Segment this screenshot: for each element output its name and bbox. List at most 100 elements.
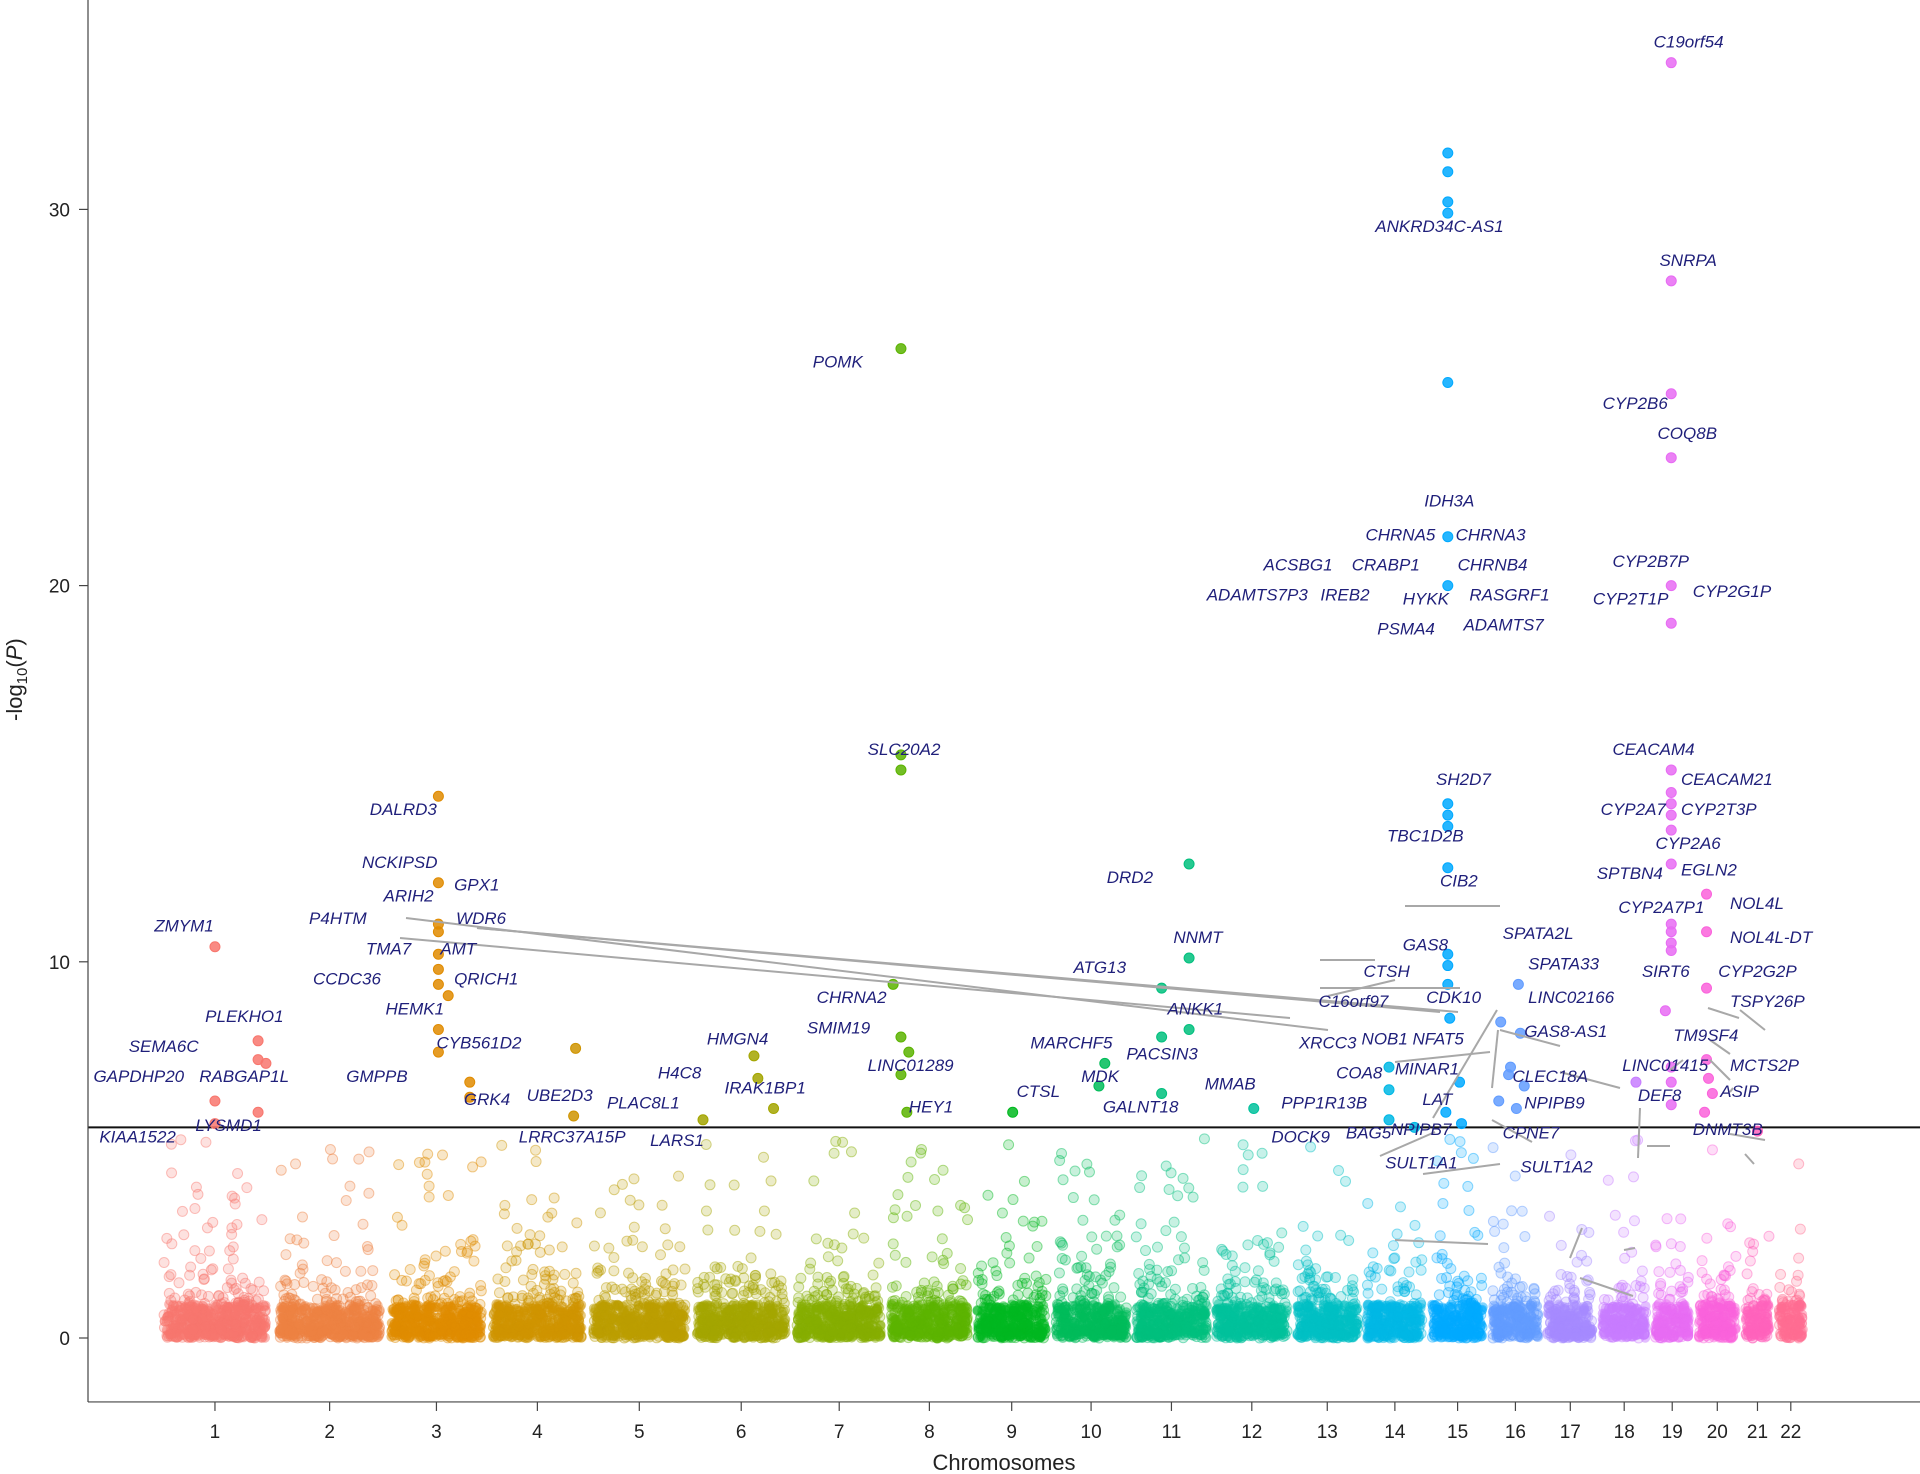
snp-point: [673, 1170, 685, 1182]
snp-point: [511, 1222, 523, 1234]
snp-point: [1017, 1215, 1029, 1227]
snp-point: [977, 1332, 988, 1343]
snp-point: [369, 1312, 380, 1323]
snp-point: [990, 1265, 1002, 1277]
snp-point: [275, 1280, 287, 1292]
snp-point: [455, 1238, 467, 1250]
snp-point: [943, 1326, 954, 1337]
snp-point: [928, 1276, 940, 1288]
snp-point: [831, 1300, 842, 1311]
snp-point: [1198, 1264, 1210, 1276]
snp-point: [1165, 1167, 1177, 1179]
snp-point: [873, 1257, 885, 1269]
snp-point: [203, 1245, 215, 1257]
snp-point: [344, 1180, 356, 1192]
snp-point: [698, 1271, 710, 1283]
snp-point: [198, 1273, 210, 1285]
snp-point: [475, 1280, 487, 1292]
snp-point: [188, 1313, 199, 1324]
snp-point: [1003, 1139, 1015, 1151]
snp-point: [200, 1136, 212, 1148]
snp-point: [905, 1156, 917, 1168]
snp-point: [367, 1305, 378, 1316]
snp-point: [222, 1302, 233, 1313]
snp-point: [872, 1303, 883, 1314]
snp-point: [888, 1331, 899, 1342]
snp-point: [297, 1263, 309, 1275]
snp-point: [294, 1319, 305, 1330]
snp-point: [166, 1167, 178, 1179]
snp-point: [662, 1239, 674, 1251]
snp-point: [419, 1156, 431, 1168]
snp-point: [165, 1328, 176, 1339]
snp-point: [571, 1217, 583, 1229]
snp-point: [915, 1147, 927, 1159]
snp-point: [465, 1301, 476, 1312]
snp-point: [1019, 1272, 1031, 1284]
snp-point: [1033, 1277, 1045, 1289]
snp-point: [506, 1255, 518, 1267]
snp-point: [1111, 1241, 1123, 1253]
snp-point: [770, 1228, 782, 1240]
snp-point: [284, 1233, 296, 1245]
snp-point: [1028, 1216, 1040, 1228]
snp-point: [258, 1285, 270, 1297]
snp-point: [793, 1281, 805, 1293]
snp-point: [522, 1238, 534, 1250]
snp-point: [1100, 1230, 1112, 1242]
snp-point: [404, 1264, 416, 1276]
snp-point: [338, 1329, 349, 1340]
snp-point: [916, 1315, 927, 1326]
snp-point: [432, 1302, 443, 1313]
snp-point: [592, 1324, 603, 1335]
snp-point: [675, 1329, 686, 1340]
snp-point: [702, 1224, 714, 1236]
snp-point: [890, 1280, 902, 1292]
snp-point: [1140, 1245, 1152, 1257]
snp-point: [286, 1307, 297, 1318]
snp-point: [980, 1289, 992, 1301]
snp-point: [1031, 1240, 1043, 1252]
snp-point: [516, 1292, 528, 1304]
snp-point: [190, 1303, 201, 1314]
snp-point: [1038, 1300, 1049, 1311]
snp-point: [232, 1288, 244, 1300]
snp-point: [454, 1291, 466, 1303]
snp-point: [231, 1218, 243, 1230]
snp-point: [225, 1274, 237, 1286]
snp-point: [750, 1272, 762, 1284]
snp-point: [666, 1300, 677, 1311]
snp-point: [930, 1302, 941, 1313]
snp-point: [226, 1277, 238, 1289]
snp-point: [296, 1259, 308, 1271]
snp-point: [173, 1277, 185, 1289]
snp-point: [534, 1246, 546, 1258]
snp-point: [545, 1283, 557, 1295]
snp-point: [914, 1328, 925, 1339]
snp-point: [363, 1187, 375, 1199]
snp-point: [628, 1221, 640, 1233]
snp-point: [289, 1279, 301, 1290]
snp-point: [563, 1306, 574, 1317]
snp-point: [317, 1282, 329, 1294]
snp-point: [506, 1309, 517, 1320]
snp-point: [674, 1315, 685, 1326]
snp-point: [1069, 1165, 1081, 1177]
snp-point: [845, 1146, 857, 1158]
snp-point: [259, 1301, 270, 1312]
snp-point: [1007, 1194, 1019, 1206]
snp-point: [196, 1289, 208, 1301]
snp-point: [420, 1316, 431, 1327]
snp-point: [1004, 1257, 1016, 1269]
snp-point: [766, 1277, 778, 1289]
snp-point: [1067, 1192, 1079, 1204]
snp-point: [316, 1274, 328, 1286]
snp-point: [290, 1158, 302, 1170]
snp-point: [808, 1175, 820, 1187]
snp-point: [709, 1286, 721, 1298]
snp-point: [441, 1276, 453, 1288]
snp-point: [559, 1268, 571, 1280]
snp-point: [715, 1261, 727, 1273]
background-points: [158, 1133, 1808, 1344]
